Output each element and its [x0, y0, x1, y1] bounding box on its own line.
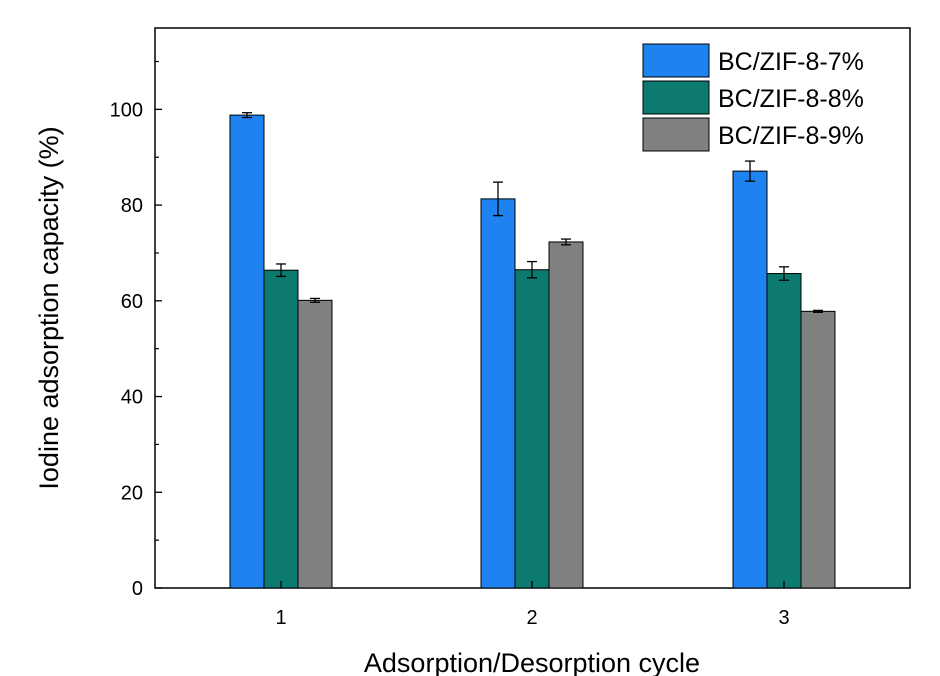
legend-swatch — [642, 80, 710, 115]
y-axis-title: Iodine adsorption capacity (%) — [34, 126, 64, 489]
y-tick-label: 20 — [121, 482, 143, 504]
bar — [229, 114, 265, 589]
legend-swatch — [642, 43, 710, 78]
x-tick-label: 1 — [275, 607, 286, 629]
legend-label: BC/ZIF-8-9% — [718, 122, 864, 150]
y-tick-label: 100 — [110, 99, 143, 121]
y-tick-label: 40 — [121, 387, 143, 409]
bar — [548, 241, 584, 589]
x-tick-label: 2 — [526, 607, 537, 629]
bar — [514, 269, 550, 589]
bar — [766, 273, 802, 589]
bar — [480, 198, 516, 589]
bars-layer — [229, 114, 836, 589]
x-axis: 1 2 3 — [275, 581, 790, 629]
bar — [732, 170, 768, 589]
legend-label: BC/ZIF-8-7% — [718, 48, 864, 76]
y-tick-label: 0 — [132, 578, 143, 600]
bar — [800, 310, 836, 589]
x-tick-label: 3 — [778, 607, 789, 629]
bar — [263, 269, 299, 589]
y-axis: 0 20 40 60 80 100 — [110, 60, 162, 600]
y-tick-label: 80 — [121, 195, 143, 217]
legend-label: BC/ZIF-8-8% — [718, 85, 864, 113]
y-tick-label: 60 — [121, 291, 143, 313]
legend: BC/ZIF-8-7% BC/ZIF-8-8% BC/ZIF-8-9% — [642, 43, 864, 152]
x-axis-title: Adsorption/Desorption cycle — [364, 648, 700, 676]
legend-swatch — [642, 117, 710, 152]
error-bars-layer — [242, 112, 823, 313]
bar — [297, 299, 333, 589]
